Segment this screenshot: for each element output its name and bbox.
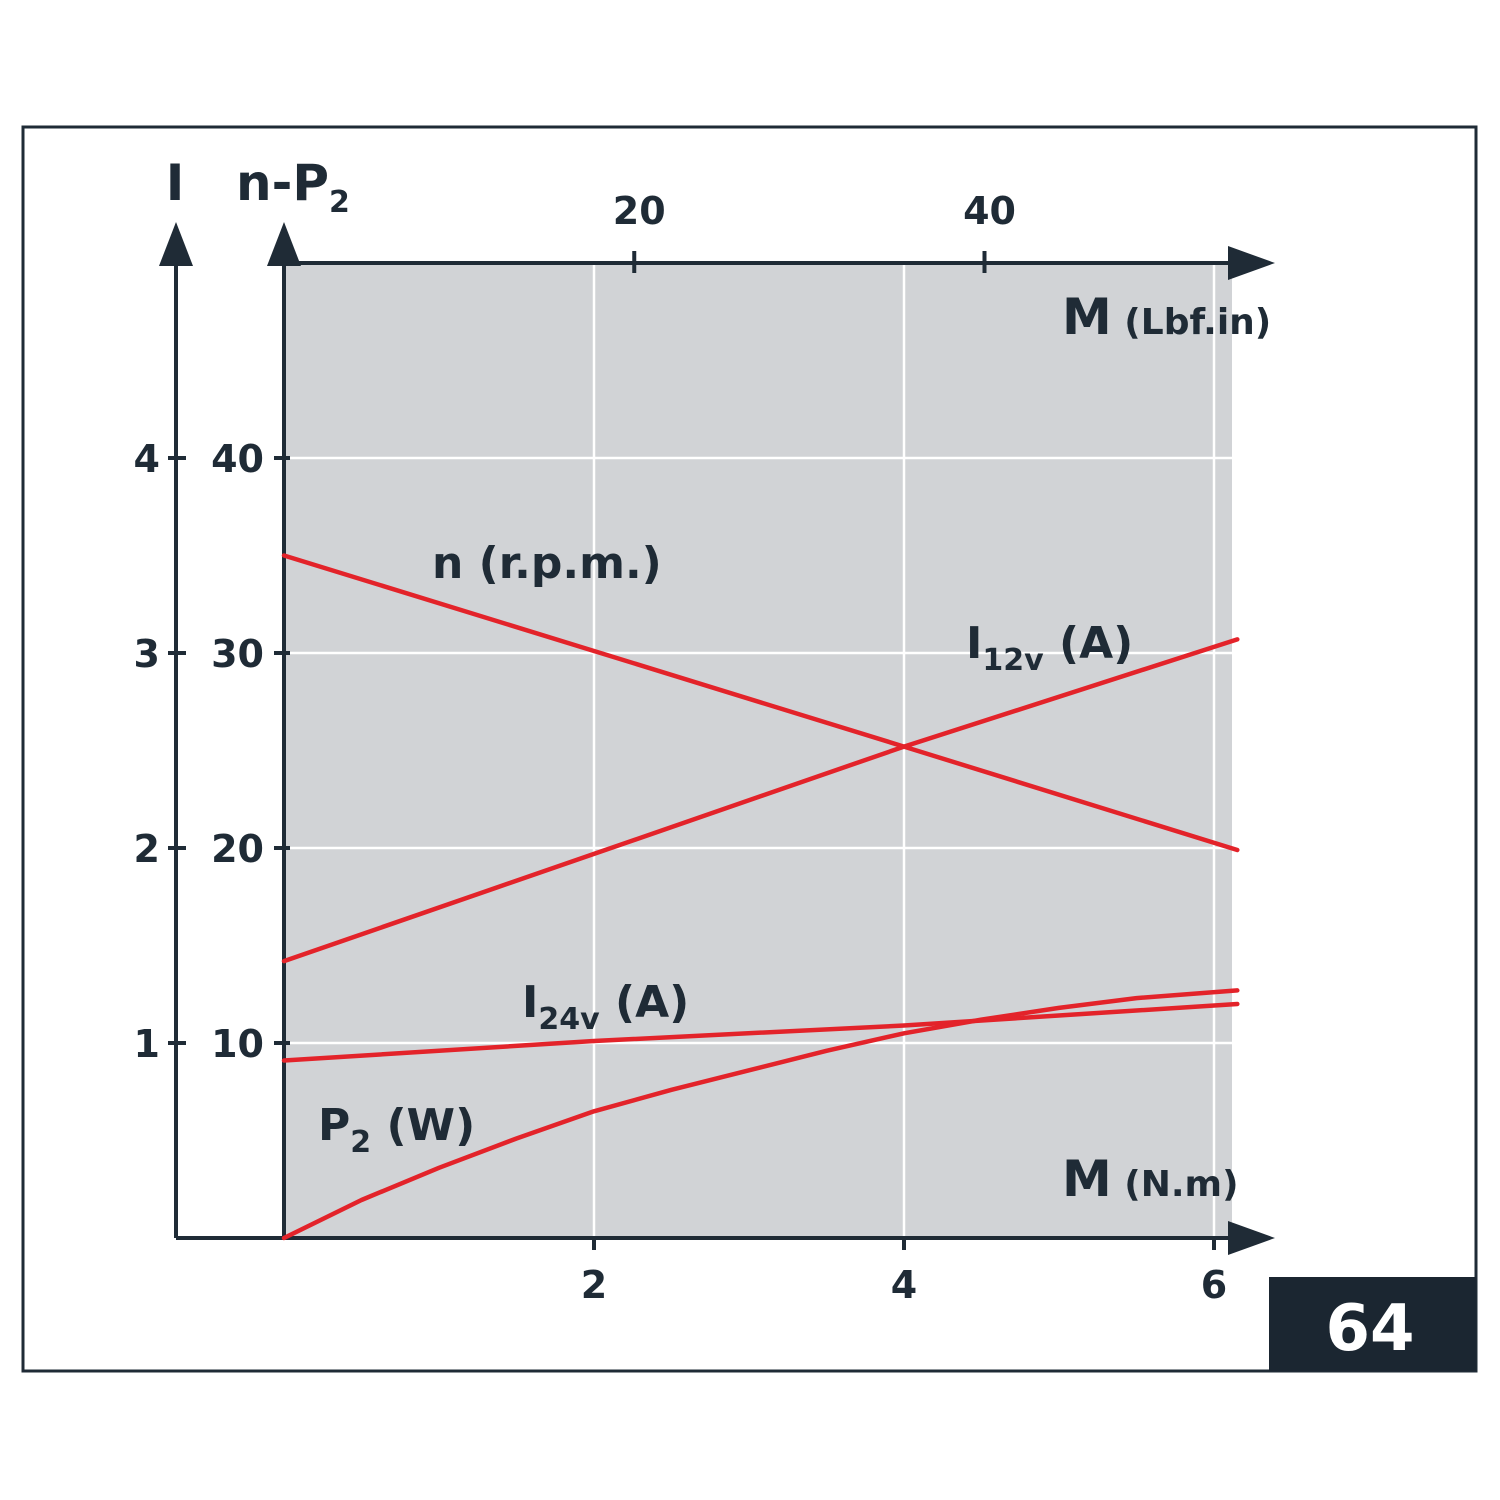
- y-outer-axis-title: I: [166, 154, 185, 212]
- y-inner-tick-label: 20: [211, 827, 264, 871]
- series-label-0: n (r.p.m.): [432, 538, 662, 589]
- y-axis-inner-arrow: [267, 222, 301, 266]
- x-bottom-tick-label: 4: [891, 1263, 917, 1307]
- series-line-1: [281, 637, 1240, 964]
- figure-number-box: 64: [1269, 1277, 1476, 1371]
- y-inner-axis-title: n-P2: [236, 154, 350, 220]
- y-outer-tick-label: 3: [134, 632, 160, 676]
- y-outer-tick-label: 4: [134, 437, 160, 481]
- y-outer-tick-label: 1: [134, 1022, 160, 1066]
- y-inner-tick-label: 40: [211, 437, 264, 481]
- plot-background: [284, 263, 1232, 1238]
- y-inner-tick-label: 30: [211, 632, 264, 676]
- series-label-3: P2 (W): [318, 1100, 475, 1160]
- series-line-3: [281, 988, 1240, 1241]
- series-line-2: [281, 1001, 1240, 1063]
- y-axis-outer-arrow: [159, 222, 193, 266]
- x-top-tick-label: 40: [963, 189, 1016, 233]
- series-lines: [281, 553, 1240, 1241]
- y-outer-tick-label: 2: [134, 827, 160, 871]
- series-label-2: I24v (A): [522, 977, 689, 1037]
- x-bottom-tick-label: 6: [1201, 1263, 1227, 1307]
- x-bottom-tick-label: 2: [581, 1263, 607, 1307]
- figure-number: 64: [1325, 1292, 1414, 1366]
- series-line-0: [281, 553, 1240, 853]
- y-inner-tick-label: 10: [211, 1022, 264, 1066]
- x-top-tick-label: 20: [613, 189, 666, 233]
- axes: [159, 222, 1275, 1255]
- x-axis-bottom-arrow: [1228, 1221, 1275, 1255]
- x-axis-top-arrow: [1228, 246, 1275, 280]
- series-label-1: I12v (A): [966, 618, 1133, 678]
- grid: [284, 263, 1232, 1238]
